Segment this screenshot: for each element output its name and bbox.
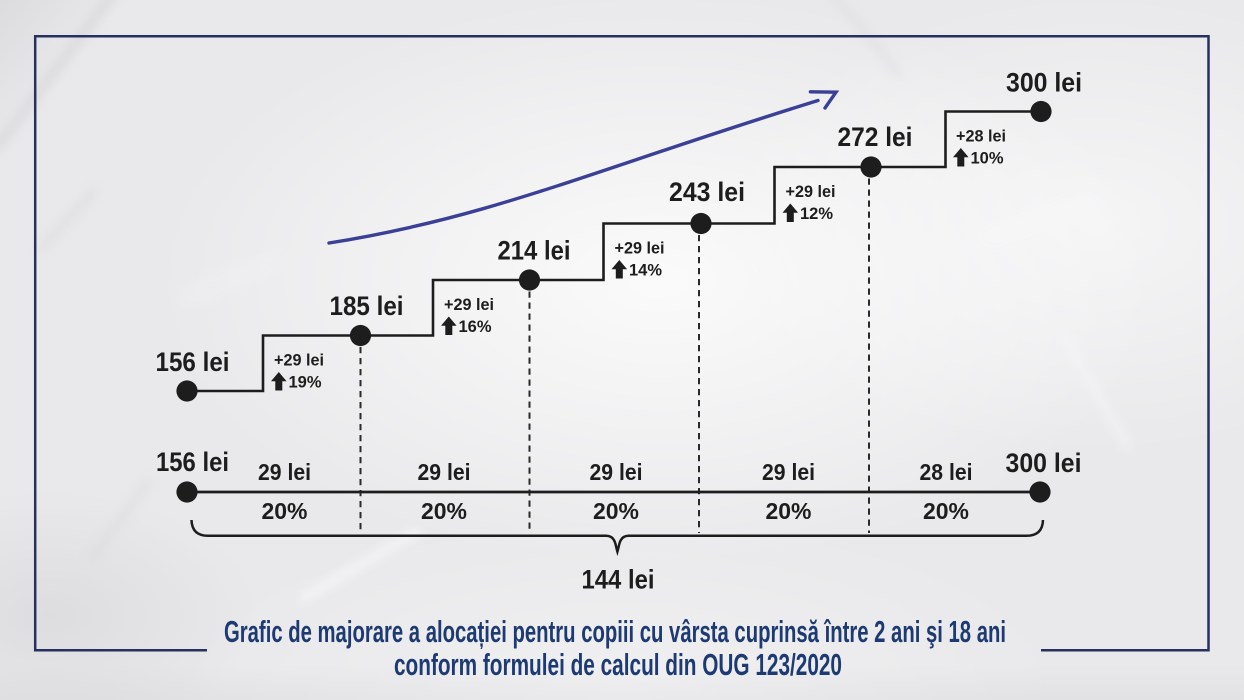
- svg-text:29 lei: 29 lei: [258, 459, 311, 485]
- svg-text:214 lei: 214 lei: [498, 236, 571, 266]
- svg-text:14%: 14%: [629, 261, 662, 280]
- svg-text:29 lei: 29 lei: [590, 459, 643, 485]
- svg-text:+29 lei: +29 lei: [444, 295, 494, 314]
- svg-text:185 lei: 185 lei: [330, 291, 404, 321]
- svg-text:+29 lei: +29 lei: [786, 182, 836, 201]
- svg-text:20%: 20%: [923, 498, 969, 524]
- svg-text:+29 lei: +29 lei: [274, 351, 324, 370]
- svg-text:19%: 19%: [289, 373, 322, 392]
- svg-text:144 lei: 144 lei: [582, 565, 655, 595]
- svg-text:156 lei: 156 lei: [156, 347, 230, 377]
- svg-text:Grafic de majorare a alocației: Grafic de majorare a alocației pentru co…: [224, 614, 1006, 649]
- svg-text:12%: 12%: [800, 204, 833, 223]
- svg-text:20%: 20%: [766, 498, 812, 524]
- svg-text:29 lei: 29 lei: [418, 459, 471, 485]
- svg-text:156 lei: 156 lei: [156, 447, 229, 477]
- svg-text:243 lei: 243 lei: [669, 177, 745, 207]
- svg-text:16%: 16%: [459, 317, 492, 336]
- svg-text:+29 lei: +29 lei: [615, 239, 665, 258]
- svg-text:conform formulei de calcul din: conform formulei de calcul din OUG 123/2…: [394, 647, 842, 682]
- svg-text:28 lei: 28 lei: [920, 459, 973, 485]
- svg-text:20%: 20%: [421, 498, 467, 524]
- svg-text:+28 lei: +28 lei: [956, 127, 1006, 146]
- svg-text:29 lei: 29 lei: [762, 459, 815, 485]
- svg-text:20%: 20%: [262, 498, 308, 524]
- svg-text:20%: 20%: [593, 498, 639, 524]
- svg-text:300 lei: 300 lei: [1006, 68, 1082, 98]
- svg-text:10%: 10%: [971, 149, 1004, 168]
- svg-text:272 lei: 272 lei: [838, 122, 913, 152]
- svg-text:300 lei: 300 lei: [1006, 448, 1082, 478]
